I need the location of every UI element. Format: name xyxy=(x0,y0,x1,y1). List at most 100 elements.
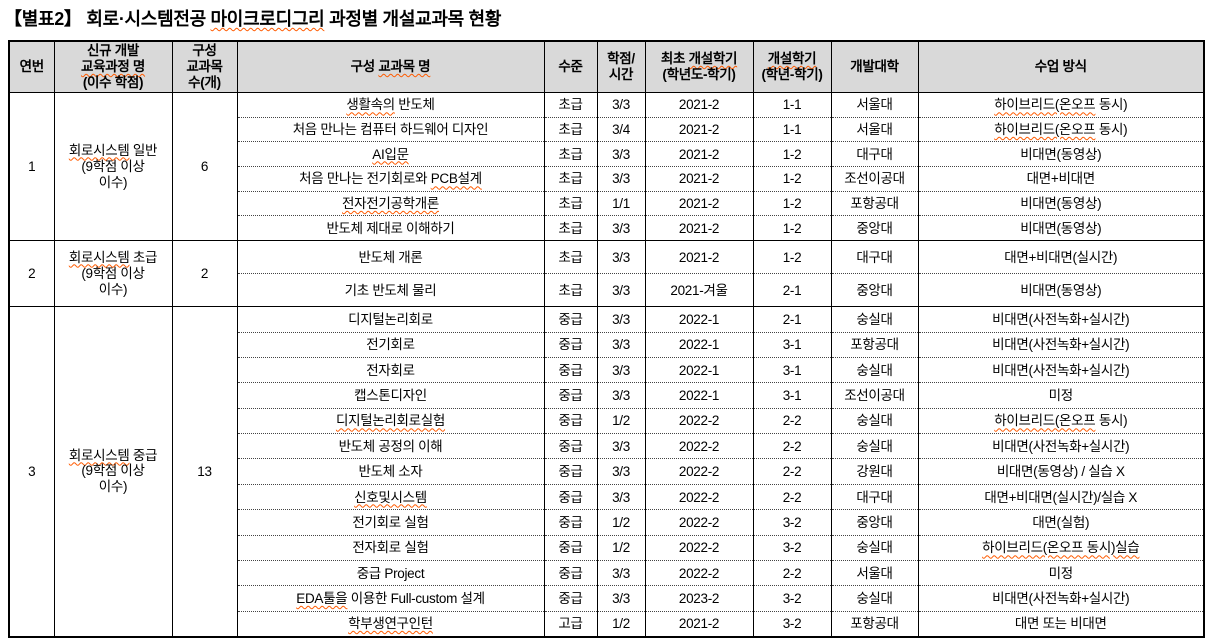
text-line: 연번 xyxy=(12,59,52,75)
text-line: (학년-학기) xyxy=(756,67,829,83)
credit-hours-cell: 3/3 xyxy=(596,458,646,485)
university-cell: 중앙대 xyxy=(830,509,919,536)
course-name-cell: 전자전기공학개론 xyxy=(236,190,545,216)
course-name-cell: 반도체 제대로 이해하기 xyxy=(236,215,545,241)
first-semester-cell: 2022-2 xyxy=(644,560,754,586)
course-count-cell: 13 xyxy=(171,306,238,637)
text-segment: (9학점 이상 xyxy=(81,158,145,174)
text-line: 이수) xyxy=(57,282,170,298)
level-cell: 중급 xyxy=(543,306,598,333)
text-segment: 처음 만나는 컴퓨터 하드웨어 디자인 xyxy=(292,121,489,137)
text-line: 회로시스템 중급 xyxy=(57,448,170,464)
text-segment: 이용한 Full-custom 설계 xyxy=(347,591,485,607)
semester-cell: 3-1 xyxy=(752,382,832,409)
course-name-cell: 반도체 공정의 이해 xyxy=(236,433,545,459)
first-semester-cell: 2022-1 xyxy=(644,306,754,333)
first-semester-cell: 2021-2 xyxy=(644,92,754,118)
class-method-cell: 비대면(사전녹화+실시간) xyxy=(917,585,1205,612)
text-line: 이수) xyxy=(57,175,170,191)
text-line: 신규 개발 xyxy=(57,43,170,59)
document-title: 【별표2】 회로·시스템전공 마이크로디그리 과정별 개설교과목 현황 xyxy=(4,5,501,31)
semester-cell: 3-2 xyxy=(752,610,832,637)
semester-cell: 3-1 xyxy=(752,356,832,383)
credit-hours-cell: 3/3 xyxy=(596,585,646,612)
university-cell: 숭실대 xyxy=(830,306,919,333)
class-method-cell: 비대면(동영상) xyxy=(917,273,1205,307)
course-row: 전기회로 실험 중급 1/2 2022-2 3-2 중앙대 대면(실험) xyxy=(9,509,1205,536)
spellcheck-marked-text: AI입문 xyxy=(372,146,409,162)
class-method-cell: 비대면(사전녹화+실시간) xyxy=(917,306,1205,333)
course-row: 처음 만나는 컴퓨터 하드웨어 디자인 초급 3/4 2021-2 1-1 서울대 하이브리… xyxy=(9,116,1205,142)
text-line: 개발대학 xyxy=(834,59,916,75)
spellcheck-marked-text: 하이브리드(온오프 xyxy=(994,413,1096,429)
course-name-cell: 반도체 개론 xyxy=(236,240,545,274)
text-segment: 전기회로 xyxy=(366,337,415,353)
spellcheck-marked-text: 회로시스템 xyxy=(68,142,130,158)
course-row: 전자회로 중급 3/3 2022-1 3-1 숭실대 비대면(사전녹화+실시간) xyxy=(9,356,1205,383)
text-segment: 비대면(사전녹화+실시간) xyxy=(992,591,1130,607)
university-cell: 대구대 xyxy=(830,240,919,274)
level-cell: 중급 xyxy=(543,331,598,358)
level-cell: 초급 xyxy=(543,273,598,307)
text-segment: 연번 xyxy=(19,59,45,75)
level-cell: 중급 xyxy=(543,458,598,485)
text-segment: 대면(실험) xyxy=(1032,514,1090,530)
level-cell: 중급 xyxy=(543,534,598,561)
text-segment: 비대면(동영상) xyxy=(1020,146,1102,162)
course-name-cell: EDA툴을 이용한 Full-custom 설계 xyxy=(236,585,545,612)
university-cell: 숭실대 xyxy=(830,534,919,561)
spellcheck-marked-text: EDA툴을 xyxy=(296,591,348,607)
spellcheck-marked-text: 하이브리드(온오프 xyxy=(994,97,1096,113)
spellcheck-marked-text: 회로시스템 xyxy=(68,447,130,463)
text-segment: 비대면(사전녹화+실시간) xyxy=(992,438,1130,454)
semester-cell: 2-2 xyxy=(752,407,832,434)
spellcheck-marked-text: 마이크로디그리 xyxy=(210,9,325,29)
first-semester-cell: 2022-2 xyxy=(644,509,754,536)
semester-cell: 3-1 xyxy=(752,331,832,358)
text-line: 수업 방식 xyxy=(921,59,1202,75)
text-segment: (학년도-학기) xyxy=(662,67,736,82)
text-line: 구성 교과목 명 xyxy=(240,59,542,75)
course-name-cell: 전기회로 xyxy=(236,331,545,358)
course-name-cell: 기초 반도체 물리 xyxy=(236,273,545,307)
column-header-credit: 학점/시간 xyxy=(596,41,646,93)
university-cell: 포항공대 xyxy=(830,190,919,216)
text-segment: 처음 만나는 전기회로와 xyxy=(299,171,431,187)
first-semester-cell: 2021-2 xyxy=(644,190,754,216)
course-row: 반도체 제대로 이해하기 초급 3/3 2021-2 1-2 중앙대 비대면(동영상) xyxy=(9,215,1205,241)
course-row: 전자회로 실험 중급 1/2 2022-2 3-2 숭실대 하이브리드(온오프 동시)실습 xyxy=(9,534,1205,561)
column-header-program: 신규 개발 교육과정 명 (이수 학점) xyxy=(53,41,173,93)
university-cell: 서울대 xyxy=(830,92,919,118)
level-cell: 초급 xyxy=(543,141,598,167)
text-segment: 비대면(사전녹화+실시간) xyxy=(992,311,1130,327)
text-line: 구성 xyxy=(175,43,235,59)
course-row: 반도체 공정의 이해 중급 3/3 2022-2 2-2 숭실대 비대면(사전녹화+실시간) xyxy=(9,433,1205,459)
class-method-cell: 하이브리드(온오프 동시) xyxy=(917,92,1205,118)
university-cell: 강원대 xyxy=(830,458,919,485)
university-cell: 대구대 xyxy=(830,483,919,510)
semester-cell: 1-1 xyxy=(752,116,832,142)
text-segment: 동시) xyxy=(1095,121,1128,137)
credit-hours-cell: 3/3 xyxy=(596,92,646,118)
spellcheck-marked-text: 교과목 명 xyxy=(378,59,431,75)
text-line: 수(개) xyxy=(175,75,235,91)
spellcheck-marked-text: 하이브리드(온오프 동시)실습 xyxy=(982,540,1140,556)
text-segment: 미정 xyxy=(1048,565,1074,581)
text-line: (학년도-학기) xyxy=(648,67,751,83)
spellcheck-marked-text: 개설학기 xyxy=(767,51,817,67)
class-method-cell: 비대면(사전녹화+실시간) xyxy=(917,331,1205,358)
credit-hours-cell: 3/3 xyxy=(596,433,646,459)
first-semester-cell: 2023-2 xyxy=(644,585,754,612)
university-cell: 포항공대 xyxy=(830,610,919,637)
course-name-cell: 전자회로 실험 xyxy=(236,534,545,561)
text-line: 교육과정 명 xyxy=(57,59,170,75)
text-segment: (이수 학점) xyxy=(82,74,144,90)
text-segment: 개발대학 xyxy=(850,59,899,75)
course-name-cell: 신호및시스템 xyxy=(236,483,545,510)
class-method-cell: 대면+비대면(실시간)/실습 X xyxy=(917,483,1205,510)
text-segment: 전기회로 실험 xyxy=(352,514,429,530)
course-row: 캡스톤디자인 중급 3/3 2022-1 3-1 조선이공대 미정 xyxy=(9,382,1205,409)
credit-hours-cell: 3/3 xyxy=(596,560,646,586)
first-semester-cell: 2021-겨울 xyxy=(644,273,754,307)
semester-cell: 1-1 xyxy=(752,92,832,118)
